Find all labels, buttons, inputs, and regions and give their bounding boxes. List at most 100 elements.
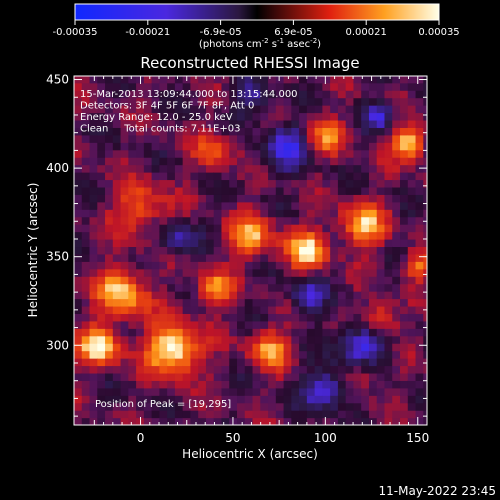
heatmap-cell bbox=[198, 90, 207, 99]
heatmap-cell bbox=[143, 97, 153, 106]
heatmap-cell bbox=[190, 276, 199, 285]
heatmap-cell bbox=[136, 172, 145, 181]
heatmap-cell bbox=[128, 268, 137, 277]
heatmap-cell bbox=[314, 313, 323, 322]
heatmap-cell bbox=[97, 291, 106, 300]
heatmap-cell bbox=[229, 395, 238, 404]
heatmap-cell bbox=[330, 335, 339, 344]
heatmap-cell bbox=[400, 201, 409, 210]
heatmap-cell bbox=[89, 194, 98, 203]
colorbar-tick-label: -6.9e-05 bbox=[200, 27, 242, 38]
heatmap-cell bbox=[361, 387, 370, 396]
heatmap-cell bbox=[260, 387, 269, 396]
heatmap-cell bbox=[306, 246, 316, 255]
heatmap-cell bbox=[81, 253, 91, 262]
heatmap-cell bbox=[283, 209, 292, 218]
heatmap-cell bbox=[205, 127, 215, 136]
heatmap-cell bbox=[151, 283, 160, 292]
heatmap-cell bbox=[353, 291, 362, 300]
heatmap-cell bbox=[337, 209, 347, 218]
heatmap-cell bbox=[244, 358, 254, 367]
heatmap-cell bbox=[283, 149, 292, 158]
heatmap-cell bbox=[345, 238, 355, 248]
heatmap-cell bbox=[213, 186, 223, 195]
heatmap-cell bbox=[268, 291, 277, 300]
heatmap-cell bbox=[415, 172, 424, 181]
heatmap-cell bbox=[392, 224, 401, 233]
heatmap-cell bbox=[221, 283, 230, 292]
heatmap-cell bbox=[384, 358, 393, 367]
heatmap-cell bbox=[97, 201, 106, 210]
heatmap-cell bbox=[213, 164, 223, 173]
heatmap-cell bbox=[74, 209, 83, 218]
heatmap-cell bbox=[283, 253, 292, 262]
heatmap-cell bbox=[174, 194, 184, 203]
heatmap-cell bbox=[205, 149, 215, 158]
heatmap-cell bbox=[337, 358, 347, 367]
heatmap-cell bbox=[392, 90, 401, 99]
heatmap-cell bbox=[205, 328, 215, 337]
heatmap-cell bbox=[128, 387, 137, 396]
heatmap-cell bbox=[407, 238, 417, 248]
heatmap-cell bbox=[345, 350, 355, 359]
heatmap-cell bbox=[384, 298, 393, 307]
heatmap-cell bbox=[143, 343, 153, 352]
heatmap-cell bbox=[275, 268, 285, 277]
heatmap-cell bbox=[213, 335, 223, 344]
heatmap-cell bbox=[74, 380, 83, 389]
heatmap-cell bbox=[213, 387, 223, 396]
heatmap-cell bbox=[361, 313, 370, 322]
heatmap-cell bbox=[128, 335, 137, 344]
heatmap-cell bbox=[353, 328, 362, 337]
heatmap-cell bbox=[167, 343, 176, 352]
heatmap-cell bbox=[112, 194, 122, 203]
heatmap-cell bbox=[252, 201, 261, 210]
heatmap-cell bbox=[81, 112, 91, 121]
heatmap-cell bbox=[136, 194, 145, 203]
heatmap-cell bbox=[337, 76, 347, 84]
heatmap-cell bbox=[74, 142, 83, 151]
heatmap-cell bbox=[97, 283, 106, 292]
heatmap-cell bbox=[407, 127, 417, 136]
heatmap-cell bbox=[182, 395, 192, 404]
heatmap-cell bbox=[205, 358, 215, 367]
heatmap-cell bbox=[182, 365, 192, 374]
heatmap-cell bbox=[81, 105, 91, 114]
heatmap-cell bbox=[74, 149, 83, 158]
heatmap-cell bbox=[105, 238, 114, 248]
heatmap-cell bbox=[361, 410, 370, 419]
heatmap-cell bbox=[407, 179, 417, 188]
heatmap-cell bbox=[237, 119, 246, 128]
heatmap-cell bbox=[74, 268, 83, 277]
heatmap-cell bbox=[252, 358, 261, 367]
heatmap-cell bbox=[337, 142, 347, 151]
heatmap-cell bbox=[205, 395, 215, 404]
heatmap-cell bbox=[368, 209, 378, 218]
heatmap-cell bbox=[182, 276, 192, 285]
heatmap-cell bbox=[306, 105, 316, 114]
heatmap-cell bbox=[299, 209, 308, 218]
heatmap-cell bbox=[128, 358, 137, 367]
heatmap-cell bbox=[314, 112, 323, 121]
heatmap-cell bbox=[174, 350, 184, 359]
heatmap-cell bbox=[337, 343, 347, 352]
heatmap-cell bbox=[376, 313, 386, 322]
heatmap-cell bbox=[353, 186, 362, 195]
heatmap-cell bbox=[415, 149, 424, 158]
heatmap-cell bbox=[330, 395, 339, 404]
heatmap-cell bbox=[268, 387, 277, 396]
heatmap-cell bbox=[174, 97, 184, 106]
heatmap-cell bbox=[275, 253, 285, 262]
heatmap-cell bbox=[105, 149, 114, 158]
heatmap-cell bbox=[400, 246, 409, 255]
heatmap-cell bbox=[105, 105, 114, 114]
heatmap-cell bbox=[105, 224, 114, 233]
heatmap-cell bbox=[244, 97, 254, 106]
heatmap-cell bbox=[136, 291, 145, 300]
heatmap-cell bbox=[120, 149, 129, 158]
heatmap-cell bbox=[120, 209, 129, 218]
heatmap-cell bbox=[205, 179, 215, 188]
heatmap-cell bbox=[361, 358, 370, 367]
heatmap-cell bbox=[198, 97, 207, 106]
heatmap-cell bbox=[306, 372, 316, 381]
